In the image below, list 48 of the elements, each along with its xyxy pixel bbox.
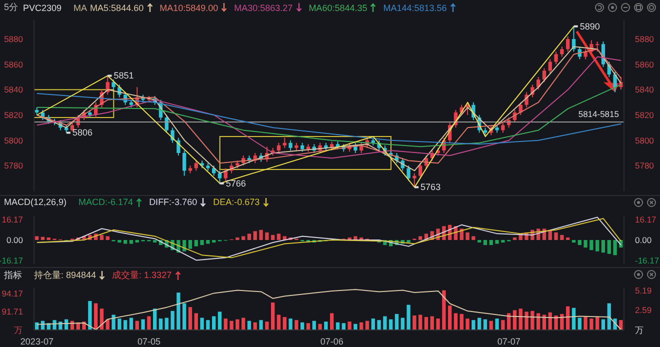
y-tick-label: 5860 [4, 59, 24, 70]
y2-tick-label: -16.17 [635, 255, 660, 266]
legend-label: 成交量: 1.3327 [112, 269, 172, 282]
x-tick-label: 07-06 [320, 336, 344, 346]
ref-line-label: 5814-5815 [578, 108, 620, 119]
y-tick-label: 16.17 [2, 214, 24, 225]
y-tick-label: 91.71 [2, 306, 24, 317]
x-tick-label: 2023-07 [20, 336, 54, 346]
y-tick-label: 94.17 [2, 288, 24, 298]
y2-tick-label: 5880 [635, 34, 654, 44]
chart-title: 指标 [4, 269, 22, 282]
x-tick-label: 07-07 [497, 336, 520, 346]
chart-title: MACD(12,26,9) [4, 197, 67, 207]
legend-label: MA60:5844.35 [308, 2, 368, 12]
legend-title: MA [74, 2, 88, 12]
legend-label: MA144:5813.56 [383, 2, 447, 12]
legend-label: MA5:5844.60 [90, 2, 144, 12]
y2-tick-label: 万 [635, 325, 644, 335]
y-tick-label: 5840 [4, 84, 24, 95]
data-label: 5851 [114, 70, 134, 81]
data-label: 5890 [580, 21, 600, 32]
y-tick-label: 万 [14, 325, 23, 335]
legend-label: DEA:-0.673 [213, 197, 260, 207]
legend-label: MA10:5849.00 [160, 2, 218, 12]
y2-tick-label: 5820 [635, 110, 654, 120]
y-tick-label: 5880 [4, 34, 24, 44]
y-tick-label: 5800 [4, 135, 24, 146]
y2-tick-label: 5800 [635, 135, 654, 146]
chart-title: PVC2309 [23, 2, 62, 12]
y-tick-label: 0.00 [6, 235, 24, 245]
y2-tick-label: 5840 [635, 84, 654, 95]
chart-subtitle: 5分 [4, 1, 18, 14]
legend-label: MACD:-6.174 [78, 197, 134, 207]
legend-label: DIFF:-3.760 [149, 197, 198, 207]
y2-tick-label: 5.19 [635, 285, 652, 296]
legend-label: MA30:5863.27 [234, 2, 293, 12]
y-tick-label: 5820 [4, 110, 24, 120]
data-label: 5766 [226, 178, 246, 188]
y2-tick-label: 16.17 [635, 214, 657, 225]
data-label: 5806 [72, 128, 92, 138]
x-tick-label: 07-05 [138, 336, 161, 346]
data-label: 5763 [420, 182, 441, 192]
y2-tick-label: 0.00 [635, 235, 652, 245]
y2-tick-label: 5860 [635, 59, 654, 70]
y-tick-label: 5780 [4, 160, 24, 171]
y2-tick-label: 5780 [635, 160, 654, 171]
y2-tick-label: 2.59 [635, 305, 652, 316]
legend-label: 持仓量: 894844 [34, 269, 96, 282]
